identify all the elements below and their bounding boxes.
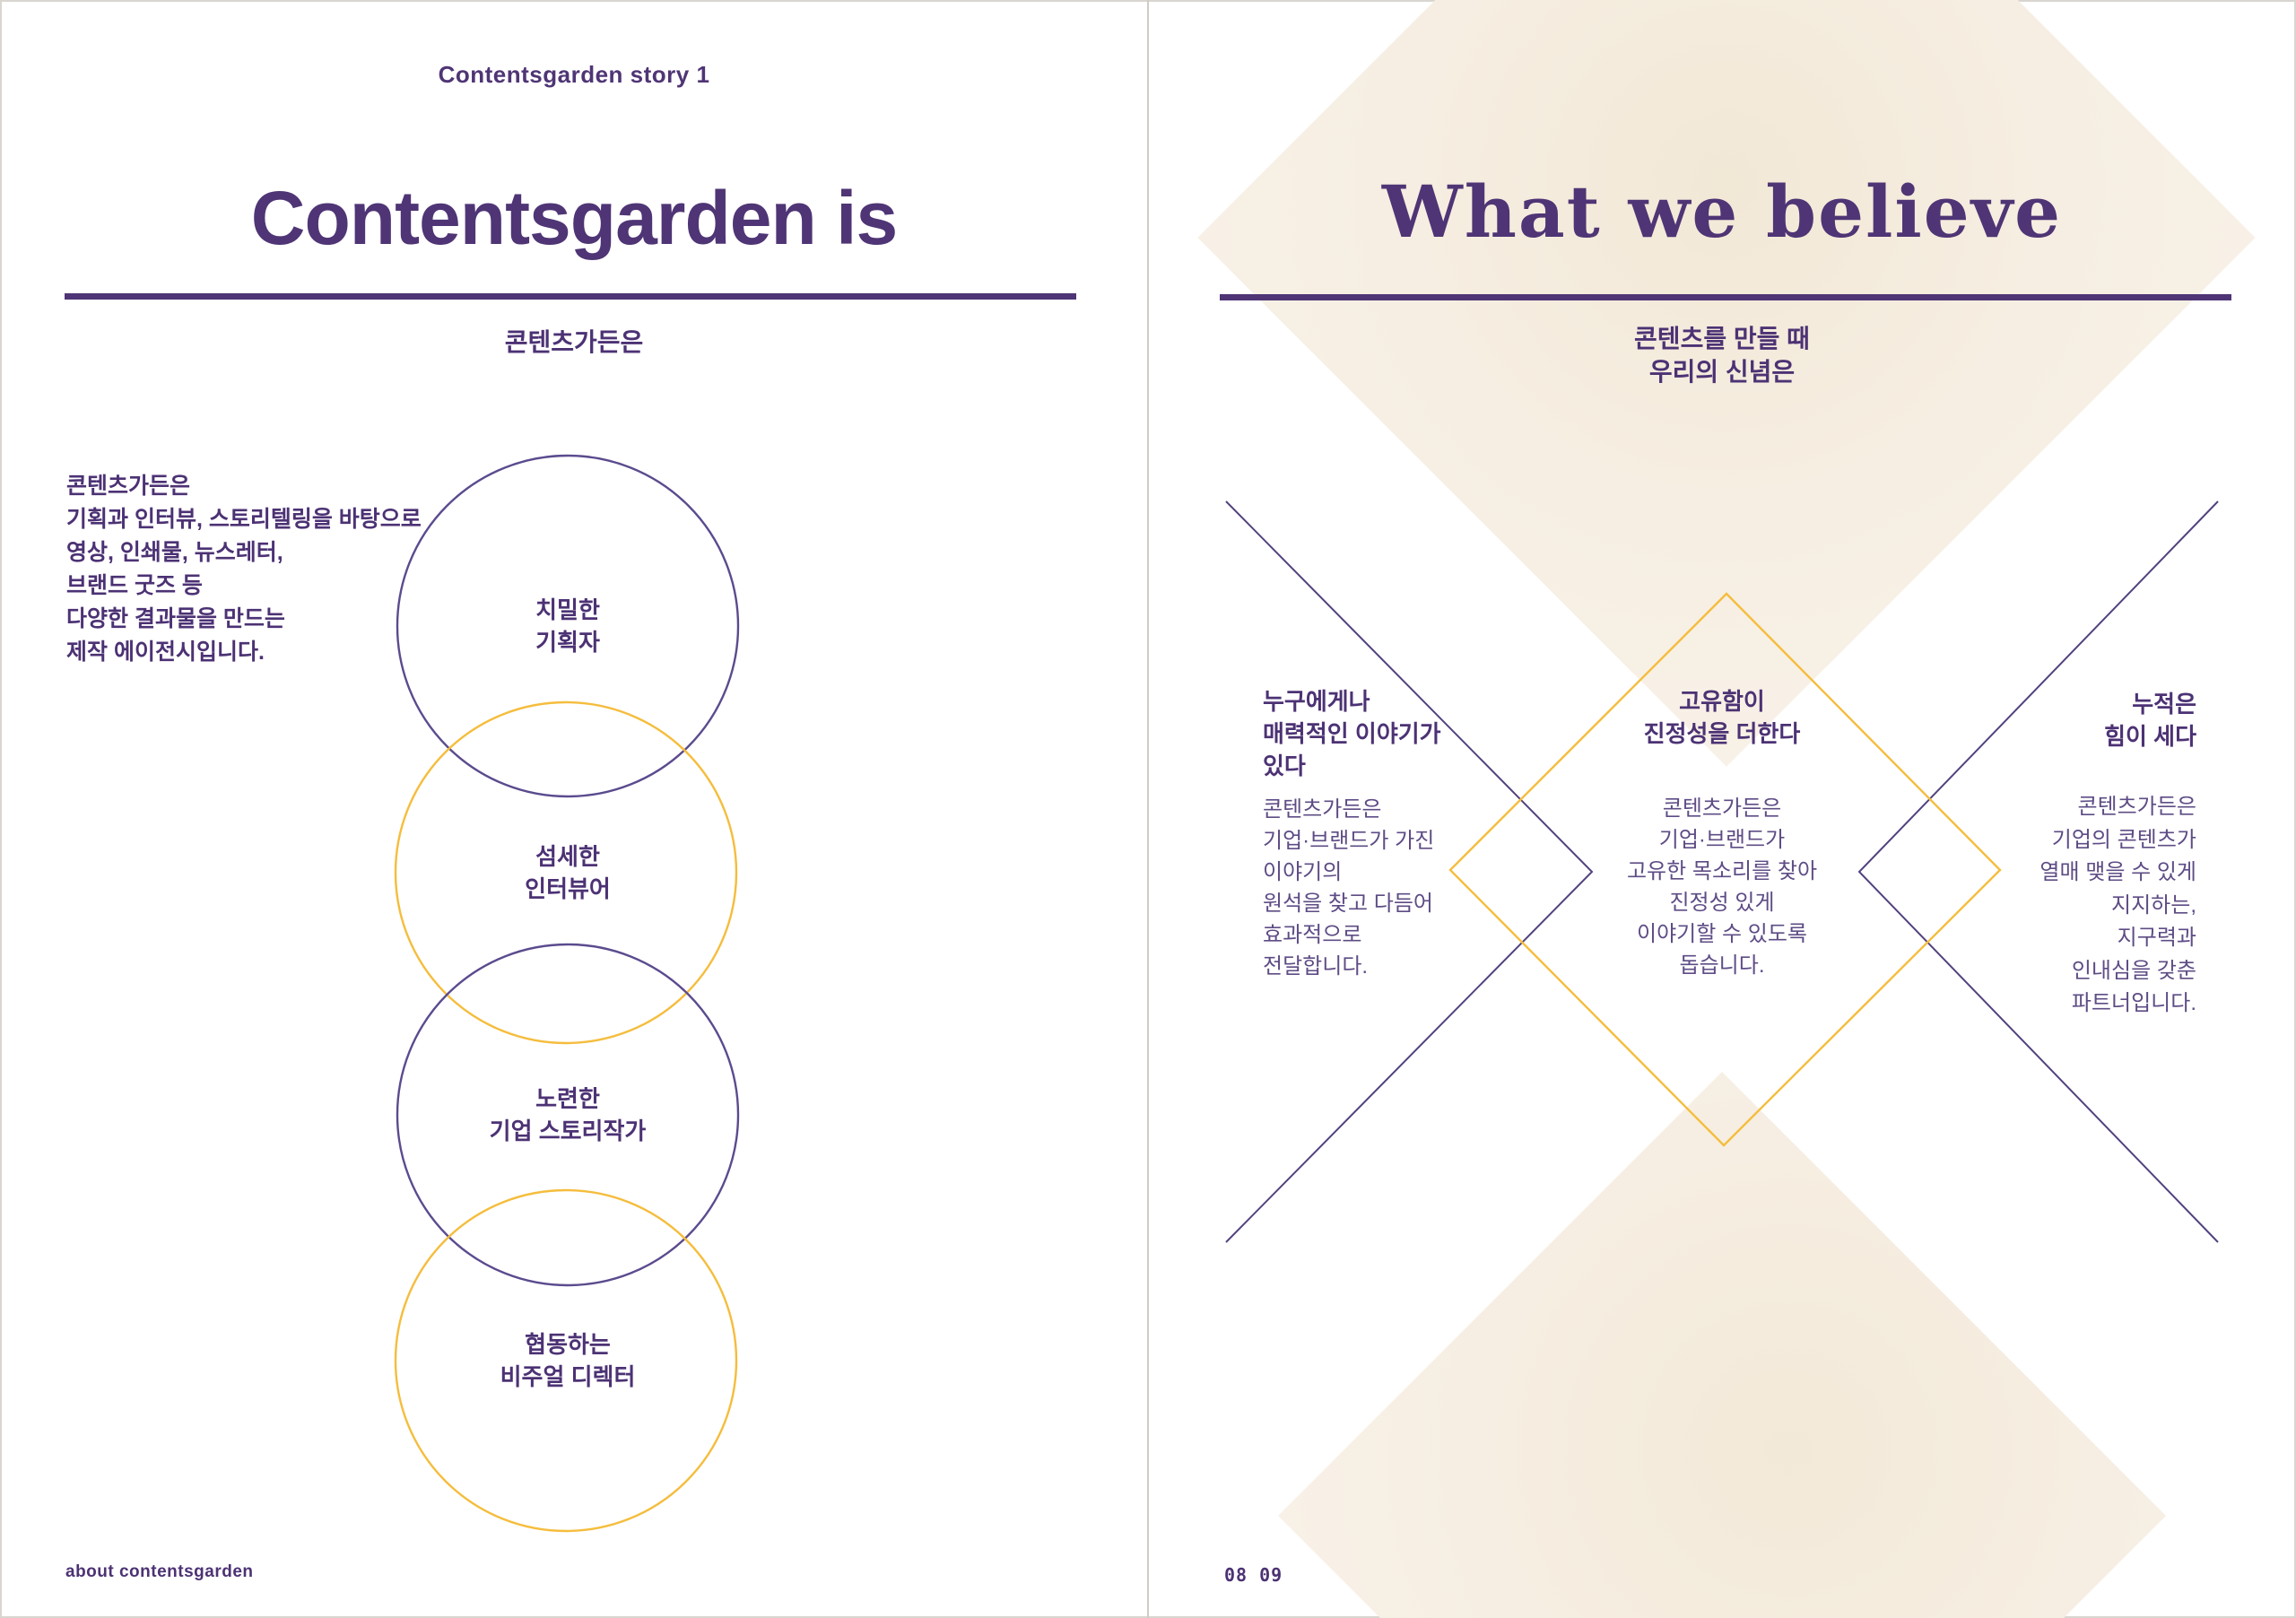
circle-label-planner: 치밀한 기획자 xyxy=(0,594,1135,658)
heading-line: 있다 xyxy=(1263,752,1306,779)
heading-line: 누구에게나 xyxy=(1263,688,1370,715)
heading-line: 힘이 세다 xyxy=(2104,723,2196,750)
paragraph-line: 제작 에이전시입니다. xyxy=(66,639,265,665)
right-chevron-line xyxy=(1857,500,2219,1243)
belief-body: 콘텐츠가든은 기업·브랜드가 가진 이야기의 원석을 찾고 다듬어 효과적으로 … xyxy=(1263,794,1604,982)
body-line: 파트너입니다. xyxy=(2071,991,2196,1015)
title-divider-left xyxy=(65,293,1076,300)
belief-geometry xyxy=(1225,500,2219,1243)
body-line: 전달합니다. xyxy=(1263,954,1369,979)
circle-label-line: 노련한 xyxy=(535,1085,600,1112)
circle-visual-director xyxy=(394,1188,738,1533)
body-line: 콘텐츠가든은 xyxy=(1263,797,1382,822)
body-line: 진정성 있게 xyxy=(1669,891,1775,915)
circle-label-storywriter: 노련한 기업 스토리작가 xyxy=(0,1083,1135,1147)
left-chevron-line xyxy=(1225,500,1594,1243)
intro-paragraph: 콘텐츠가든은 기획과 인터뷰, 스토리텔링을 바탕으로 영상, 인쇄물, 뉴스레… xyxy=(66,470,569,669)
body-line: 콘텐츠가든은 xyxy=(1662,796,1782,821)
heading-line: 고유함이 xyxy=(1679,688,1765,715)
page-gutter-divider xyxy=(1147,0,1149,1618)
circle-planner xyxy=(396,454,740,798)
body-line: 지구력과 xyxy=(2117,926,2196,950)
yellow-diamond-outline xyxy=(1448,592,2002,1147)
title-divider-right xyxy=(1220,294,2231,300)
body-line: 열매 맺을 수 있게 xyxy=(2039,860,2196,884)
circle-label-line: 인터뷰어 xyxy=(525,875,611,902)
circle-label-line: 치밀한 xyxy=(535,596,600,623)
belief-heading: 누적은 힘이 세다 xyxy=(1874,688,2196,752)
heading-line: 누적은 xyxy=(2132,691,2196,718)
subtitle-korean-left: 콘텐츠가든은 xyxy=(504,328,644,356)
eyebrow-label: Contentsgarden story 1 xyxy=(438,61,710,88)
belief-column-right: 누적은 힘이 세다 콘텐츠가든은 기업의 콘텐츠가 열매 맺을 수 있게 지지하… xyxy=(1874,688,2196,1021)
page-title-left: Contentsgarden is xyxy=(250,176,898,260)
venn-circles-diagram xyxy=(394,454,740,1533)
subtitle-line: 콘텐츠를 만들 때 xyxy=(1634,325,1810,352)
body-line: 콘텐츠가든은 xyxy=(2077,795,2196,819)
circle-label-line: 협동하는 xyxy=(525,1331,611,1358)
body-line: 고유한 목소리를 찾아 xyxy=(1626,859,1818,883)
belief-column-center: 고유함이 진정성을 더한다 콘텐츠가든은 기업·브랜드가 고유한 목소리를 찾아… xyxy=(1471,685,1973,981)
body-line: 지지하는, xyxy=(2111,892,2196,918)
circle-storywriter xyxy=(396,943,740,1287)
body-line: 이야기의 xyxy=(1263,860,1343,884)
belief-column-left: 누구에게나 매력적인 이야기가 있다 콘텐츠가든은 기업·브랜드가 가진 이야기… xyxy=(1263,685,1604,982)
body-line: 원석을 찾고 다듬어 xyxy=(1263,892,1433,916)
belief-heading: 누구에게나 매력적인 이야기가 있다 xyxy=(1263,685,1604,782)
paragraph-line: 다양한 결과물을 만드는 xyxy=(66,606,285,631)
paragraph-line: 콘텐츠가든은 xyxy=(66,474,191,499)
paragraph-line: 영상, 인쇄물, 뉴스레터, xyxy=(66,540,283,565)
circle-label-interviewer: 섬세한 인터뷰어 xyxy=(0,840,1135,905)
subtitle-korean-right: 콘텐츠를 만들 때 우리의 신념은 xyxy=(1148,322,2296,388)
body-line: 인내심을 갖춘 xyxy=(2071,958,2196,983)
body-line: 기업·브랜드가 가진 xyxy=(1263,829,1435,853)
circle-interviewer xyxy=(394,700,738,1045)
subtitle-line: 우리의 신념은 xyxy=(1648,358,1796,386)
circle-label-line: 섬세한 xyxy=(535,843,600,870)
heading-line: 매력적인 이야기가 xyxy=(1263,720,1441,747)
paragraph-line: 기획과 인터뷰, 스토리텔링을 바탕으로 xyxy=(66,507,422,532)
circle-label-line: 비주얼 디렉터 xyxy=(500,1363,636,1390)
belief-body: 콘텐츠가든은 기업·브랜드가 고유한 목소리를 찾아 진정성 있게 이야기할 수… xyxy=(1471,793,1973,981)
paragraph-line: 브랜드 굿즈 등 xyxy=(66,573,203,598)
body-line: 이야기할 수 있도록 xyxy=(1637,922,1807,946)
page-title-right: What we believe xyxy=(1381,170,2063,254)
circle-label-line: 기획자 xyxy=(535,629,600,656)
body-line: 기업·브랜드가 xyxy=(1658,828,1786,852)
footer-section-label: about contentsgarden xyxy=(65,1562,254,1581)
belief-body: 콘텐츠가든은 기업의 콘텐츠가 열매 맺을 수 있게 지지하는, 지구력과 인내… xyxy=(1874,791,2196,1021)
circle-label-visual-director: 협동하는 비주얼 디렉터 xyxy=(0,1328,1135,1393)
heading-line: 진정성을 더한다 xyxy=(1643,720,1801,747)
circle-label-line: 기업 스토리작가 xyxy=(489,1118,647,1144)
page-numbers: 08 09 xyxy=(1224,1564,1283,1586)
body-line: 돕습니다. xyxy=(1679,953,1765,978)
belief-heading: 고유함이 진정성을 더한다 xyxy=(1471,685,1973,750)
body-line: 효과적으로 xyxy=(1263,923,1362,947)
body-line: 기업의 콘텐츠가 xyxy=(2051,827,2196,852)
